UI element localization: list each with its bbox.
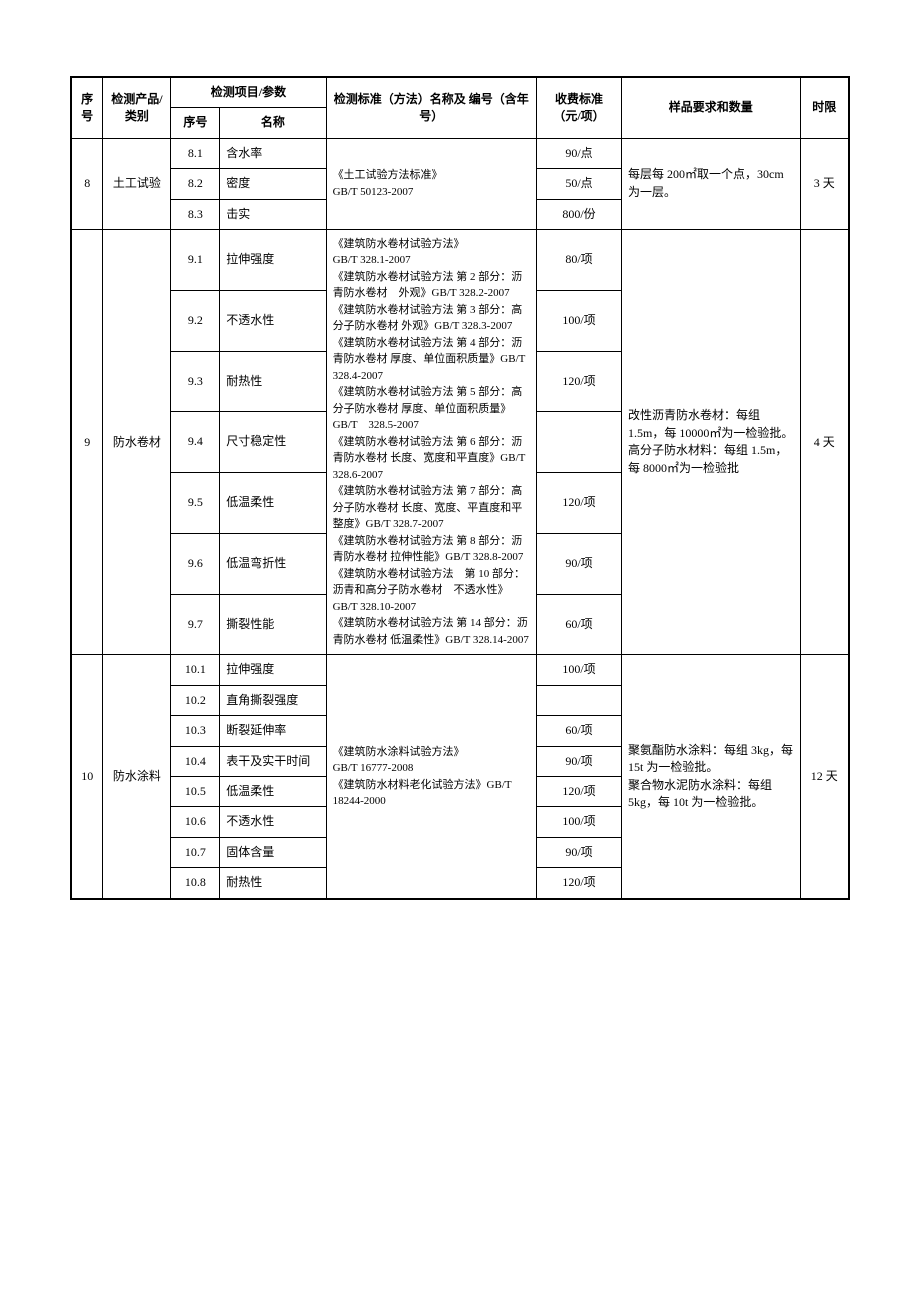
subseq-cell: 9.5 bbox=[171, 473, 220, 534]
param-name-cell: 耐热性 bbox=[220, 868, 326, 899]
hdr-sub-seq: 序号 bbox=[171, 108, 220, 138]
spec-table: 序号 检测产品/类别 检测项目/参数 检测标准（方法）名称及 编号（含年号） 收… bbox=[70, 76, 850, 900]
fee-cell bbox=[537, 412, 622, 473]
fee-cell: 60/项 bbox=[537, 594, 622, 655]
subseq-cell: 10.6 bbox=[171, 807, 220, 837]
fee-cell: 50/点 bbox=[537, 169, 622, 199]
subseq-cell: 10.8 bbox=[171, 868, 220, 899]
param-name-cell: 断裂延伸率 bbox=[220, 716, 326, 746]
subseq-cell: 9.7 bbox=[171, 594, 220, 655]
fee-cell: 120/项 bbox=[537, 473, 622, 534]
fee-cell: 90/点 bbox=[537, 138, 622, 168]
param-name-cell: 不透水性 bbox=[220, 807, 326, 837]
category-cell: 防水卷材 bbox=[103, 229, 171, 655]
hdr-category: 检测产品/类别 bbox=[103, 77, 171, 138]
param-name-cell: 低温柔性 bbox=[220, 777, 326, 807]
param-name-cell: 拉伸强度 bbox=[220, 229, 326, 290]
table-row: 8土工试验8.1含水率《土工试验方法标准》 GB/T 50123-200790/… bbox=[71, 138, 849, 168]
fee-cell: 100/项 bbox=[537, 807, 622, 837]
param-name-cell: 撕裂性能 bbox=[220, 594, 326, 655]
fee-cell: 120/项 bbox=[537, 777, 622, 807]
hdr-param-group: 检测项目/参数 bbox=[171, 77, 326, 108]
requirement-cell: 改性沥青防水卷材：每组 1.5m，每 10000㎡为一检验批。 高分子防水材料：… bbox=[622, 229, 801, 655]
fee-cell: 120/项 bbox=[537, 868, 622, 899]
category-cell: 防水涂料 bbox=[103, 655, 171, 899]
fee-cell: 80/项 bbox=[537, 229, 622, 290]
fee-cell: 60/项 bbox=[537, 716, 622, 746]
param-name-cell: 低温弯折性 bbox=[220, 533, 326, 594]
hdr-fee: 收费标准 （元/项） bbox=[537, 77, 622, 138]
param-name-cell: 击实 bbox=[220, 199, 326, 229]
param-name-cell: 拉伸强度 bbox=[220, 655, 326, 685]
hdr-time: 时限 bbox=[800, 77, 849, 138]
param-name-cell: 耐热性 bbox=[220, 351, 326, 412]
requirement-cell: 每层每 200㎡取一个点，30cm为一层。 bbox=[622, 138, 801, 229]
param-name-cell: 尺寸稳定性 bbox=[220, 412, 326, 473]
time-cell: 12 天 bbox=[800, 655, 849, 899]
subseq-cell: 9.3 bbox=[171, 351, 220, 412]
hdr-seq: 序号 bbox=[71, 77, 103, 138]
subseq-cell: 9.1 bbox=[171, 229, 220, 290]
hdr-name: 名称 bbox=[220, 108, 326, 138]
subseq-cell: 10.7 bbox=[171, 837, 220, 867]
param-name-cell: 密度 bbox=[220, 169, 326, 199]
subseq-cell: 10.2 bbox=[171, 685, 220, 715]
standard-cell: 《土工试验方法标准》 GB/T 50123-2007 bbox=[326, 138, 536, 229]
time-cell: 3 天 bbox=[800, 138, 849, 229]
hdr-standard: 检测标准（方法）名称及 编号（含年号） bbox=[326, 77, 536, 138]
table-row: 9防水卷材9.1拉伸强度《建筑防水卷材试验方法》 GB/T 328.1-2007… bbox=[71, 229, 849, 290]
fee-cell: 100/项 bbox=[537, 655, 622, 685]
fee-cell: 120/项 bbox=[537, 351, 622, 412]
param-name-cell: 固体含量 bbox=[220, 837, 326, 867]
param-name-cell: 低温柔性 bbox=[220, 473, 326, 534]
subseq-cell: 10.4 bbox=[171, 746, 220, 776]
subseq-cell: 10.3 bbox=[171, 716, 220, 746]
param-name-cell: 含水率 bbox=[220, 138, 326, 168]
fee-cell: 90/项 bbox=[537, 746, 622, 776]
fee-cell: 100/项 bbox=[537, 290, 622, 351]
subseq-cell: 10.1 bbox=[171, 655, 220, 685]
category-cell: 土工试验 bbox=[103, 138, 171, 229]
table-body: 8土工试验8.1含水率《土工试验方法标准》 GB/T 50123-200790/… bbox=[71, 138, 849, 898]
fee-cell: 90/项 bbox=[537, 837, 622, 867]
standard-cell: 《建筑防水涂料试验方法》 GB/T 16777-2008 《建筑防水材料老化试验… bbox=[326, 655, 536, 899]
hdr-req: 样品要求和数量 bbox=[622, 77, 801, 138]
subseq-cell: 9.6 bbox=[171, 533, 220, 594]
requirement-cell: 聚氨酯防水涂料：每组 3kg，每 15t 为一检验批。 聚合物水泥防水涂料：每组… bbox=[622, 655, 801, 899]
seq-cell: 9 bbox=[71, 229, 103, 655]
param-name-cell: 表干及实干时间 bbox=[220, 746, 326, 776]
fee-cell: 800/份 bbox=[537, 199, 622, 229]
subseq-cell: 9.4 bbox=[171, 412, 220, 473]
subseq-cell: 8.2 bbox=[171, 169, 220, 199]
standard-cell: 《建筑防水卷材试验方法》 GB/T 328.1-2007 《建筑防水卷材试验方法… bbox=[326, 229, 536, 655]
subseq-cell: 10.5 bbox=[171, 777, 220, 807]
param-name-cell: 不透水性 bbox=[220, 290, 326, 351]
seq-cell: 10 bbox=[71, 655, 103, 899]
fee-cell: 90/项 bbox=[537, 533, 622, 594]
time-cell: 4 天 bbox=[800, 229, 849, 655]
table-row: 10防水涂料10.1拉伸强度《建筑防水涂料试验方法》 GB/T 16777-20… bbox=[71, 655, 849, 685]
param-name-cell: 直角撕裂强度 bbox=[220, 685, 326, 715]
subseq-cell: 8.3 bbox=[171, 199, 220, 229]
fee-cell bbox=[537, 685, 622, 715]
subseq-cell: 8.1 bbox=[171, 138, 220, 168]
table-header: 序号 检测产品/类别 检测项目/参数 检测标准（方法）名称及 编号（含年号） 收… bbox=[71, 77, 849, 138]
subseq-cell: 9.2 bbox=[171, 290, 220, 351]
seq-cell: 8 bbox=[71, 138, 103, 229]
